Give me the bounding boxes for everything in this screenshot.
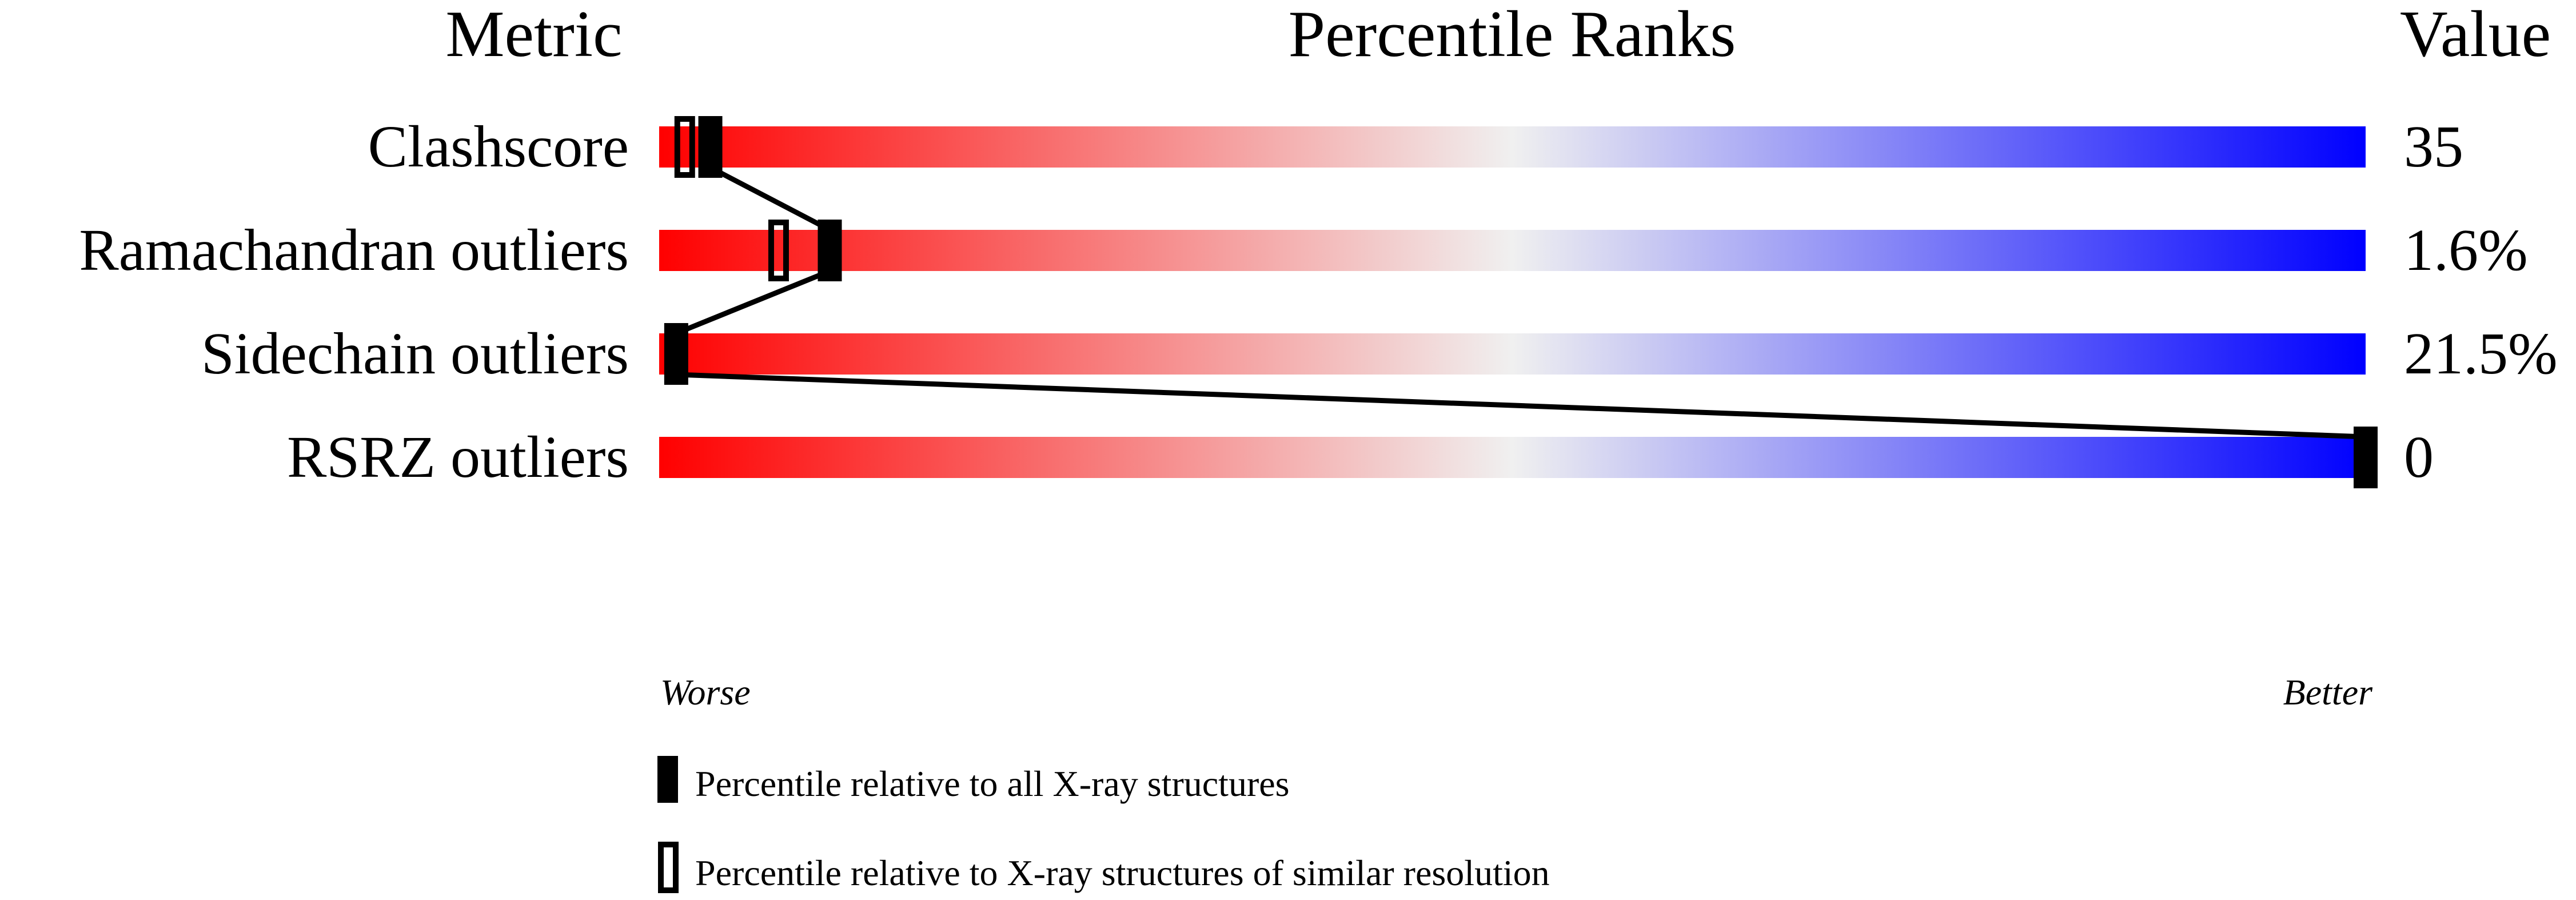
marker-all-structures [698, 116, 723, 178]
header-value: Value [2400, 0, 2551, 71]
metric-value: 21.5% [2404, 321, 2558, 387]
axis-label-worse: Worse [660, 672, 751, 712]
legend-filled-label: Percentile relative to all X-ray structu… [695, 763, 1290, 804]
metric-value: 1.6% [2404, 217, 2528, 283]
metric-label: RSRZ outliers [287, 424, 629, 490]
metric-label: Clashscore [368, 114, 629, 180]
percentile-bar [659, 126, 2366, 168]
connector-line [675, 268, 831, 336]
header-percentile: Percentile Ranks [1289, 0, 1736, 71]
percentile-bar [659, 437, 2366, 478]
legend-filled-marker [657, 756, 678, 803]
metric-label: Sidechain outliers [201, 321, 629, 387]
legend-open-label: Percentile relative to X-ray structures … [695, 853, 1550, 893]
axis-label-better: Better [2283, 672, 2373, 712]
metric-value: 0 [2404, 424, 2434, 490]
percentile-bar [659, 230, 2366, 271]
legend-open-marker [658, 842, 679, 893]
marker-all-structures [2354, 427, 2378, 488]
marker-all-structures [818, 220, 842, 281]
metric-label: Ramachandran outliers [79, 217, 629, 283]
metric-value: 35 [2404, 114, 2463, 180]
header-metric: Metric [445, 0, 622, 71]
marker-similar-resolution [768, 220, 789, 281]
marker-all-structures [664, 323, 688, 385]
marker-similar-resolution [674, 116, 695, 178]
percentile-bar [659, 333, 2366, 375]
connector-line [709, 165, 831, 232]
connector-line [676, 372, 2366, 440]
